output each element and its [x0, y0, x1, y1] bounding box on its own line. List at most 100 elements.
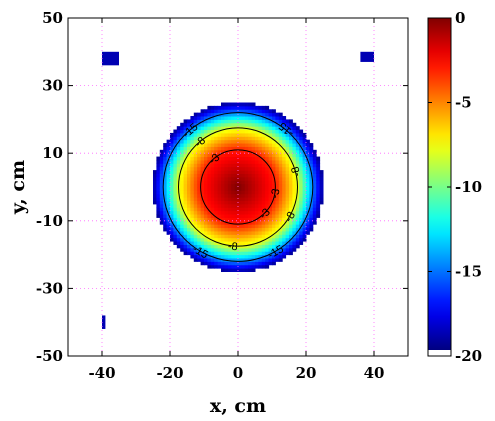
heatmap-cell [173, 197, 178, 202]
heatmap-cell [258, 247, 263, 252]
heatmap-cell [278, 237, 283, 242]
heatmap-cell [251, 237, 256, 242]
heatmap-cell [224, 224, 229, 229]
heatmap-cell [238, 193, 242, 198]
heatmap-cell [292, 200, 297, 205]
heatmap-cell [190, 136, 195, 141]
heatmap-cell [204, 207, 208, 212]
heatmap-cell [238, 237, 242, 242]
heatmap-cell [302, 234, 307, 239]
heatmap-cell [200, 200, 205, 205]
heatmap-cell [197, 257, 202, 262]
heatmap-cell [265, 251, 270, 256]
heatmap-cell [265, 244, 270, 249]
heatmap-cell [265, 261, 270, 266]
heatmap-cell [187, 180, 191, 185]
heatmap-cell [285, 207, 290, 212]
heatmap-cell [227, 217, 232, 222]
heatmap-cell [265, 220, 270, 225]
heatmap-cell [183, 244, 188, 249]
heatmap-cell [265, 153, 270, 158]
heatmap-cell [210, 203, 215, 208]
heatmap-cell [180, 214, 185, 218]
heatmap-cell [238, 146, 242, 151]
heatmap-cell [221, 109, 225, 114]
heatmap-cell [159, 149, 164, 154]
heatmap-cell [234, 251, 239, 256]
corner-patch [360, 51, 374, 62]
heatmap-cell [285, 197, 290, 202]
heatmap-cell [295, 193, 300, 198]
heatmap-cell [302, 136, 307, 141]
heatmap-cell [204, 166, 208, 171]
heatmap-cell [170, 190, 174, 195]
heatmap-cell [289, 234, 293, 239]
heatmap-cell [299, 166, 304, 171]
heatmap-cell [251, 214, 256, 218]
heatmap-cell [306, 149, 310, 154]
heatmap-cell [190, 139, 195, 144]
heatmap-cell [197, 173, 202, 178]
heatmap-cell [272, 237, 276, 242]
heatmap-cell [258, 170, 263, 174]
heatmap-cell [244, 116, 249, 120]
heatmap-cell [285, 143, 290, 147]
heatmap-cell [183, 247, 188, 252]
heatmap-cell [221, 146, 225, 151]
heatmap-cell [193, 180, 198, 185]
heatmap-cell [248, 109, 253, 114]
heatmap-cell [166, 217, 171, 222]
heatmap-cell [295, 153, 300, 158]
heatmap-cell [207, 119, 212, 124]
heatmap-cell [166, 173, 171, 178]
heatmap-cell [299, 203, 304, 208]
heatmap-cell [224, 247, 229, 252]
heatmap-cell [163, 159, 168, 164]
heatmap-cell [255, 163, 259, 168]
heatmap-cell [272, 183, 276, 188]
heatmap-cell [292, 210, 297, 215]
heatmap-cell [258, 224, 263, 229]
heatmap-cell [268, 116, 273, 120]
heatmap-cell [278, 129, 283, 134]
heatmap-cell [227, 109, 232, 114]
heatmap-cell [221, 237, 225, 242]
heatmap-cell [248, 119, 253, 124]
heatmap-cell [265, 180, 270, 185]
heatmap-cell [224, 207, 229, 212]
heatmap-cell [200, 237, 205, 242]
heatmap-cell [289, 210, 293, 215]
heatmap-cell [292, 227, 297, 232]
heatmap-cell [207, 170, 212, 174]
heatmap-cell [275, 170, 280, 174]
heatmap-cell [159, 166, 164, 171]
y-axis-label: y, cm [7, 160, 29, 215]
heatmap-cell [227, 197, 232, 202]
heatmap-cell [224, 170, 229, 174]
heatmap-cell [309, 146, 314, 151]
heatmap-cell [302, 227, 307, 232]
heatmap-cell [238, 268, 242, 272]
heatmap-cell [176, 129, 181, 134]
heatmap-cell [197, 153, 202, 158]
heatmap-cell [231, 119, 236, 124]
heatmap-cell [207, 217, 212, 222]
heatmap-cell [224, 126, 229, 131]
heatmap-cell [244, 254, 249, 259]
heatmap-cell [244, 193, 249, 198]
heatmap-cell [302, 197, 307, 202]
heatmap-cell [306, 153, 310, 158]
y-tick-label: -30 [36, 279, 63, 297]
heatmap-cell [278, 203, 283, 208]
heatmap-cell [302, 207, 307, 212]
heatmap-cell [234, 163, 239, 168]
heatmap-cell [170, 163, 174, 168]
heatmap-cell [261, 230, 266, 235]
heatmap-cell [285, 153, 290, 158]
heatmap-cell [306, 176, 310, 181]
heatmap-cell [265, 214, 270, 218]
heatmap-cell [299, 230, 304, 235]
heatmap-cell [227, 251, 232, 256]
heatmap-cell [207, 244, 212, 249]
